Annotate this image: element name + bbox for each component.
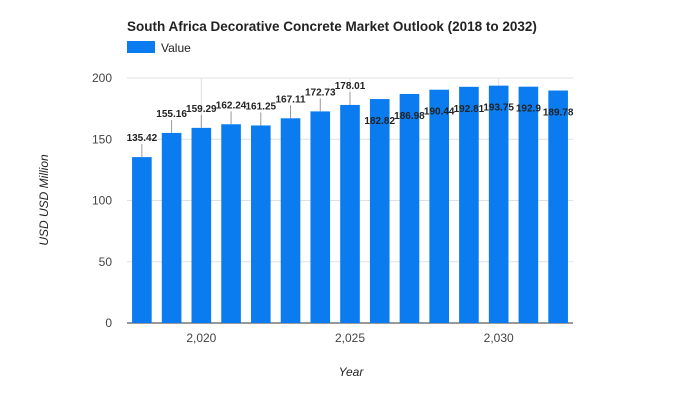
data-label: 178.01	[335, 81, 366, 92]
bar	[369, 99, 390, 323]
data-label: 172.73	[305, 87, 336, 98]
legend-label-value: Value	[161, 41, 191, 55]
y-tick-label: 150	[92, 132, 112, 146]
data-label: 159.29	[186, 104, 217, 115]
y-axis-title: USD USD Million	[37, 154, 51, 246]
chart-title: South Africa Decorative Concrete Market …	[127, 19, 537, 34]
data-labels: 135.42 155.16 159.29 162.24 161.25167.11172.…	[127, 81, 574, 144]
y-axis-ticks: 0 50 100 150 200	[92, 71, 112, 330]
bar	[518, 86, 539, 323]
bar	[221, 124, 241, 323]
data-label: 182.82	[364, 116, 395, 127]
y-tick-label: 50	[99, 255, 113, 269]
data-label: 190.44	[424, 107, 455, 118]
data-label: 162.24	[216, 100, 247, 111]
y-tick-label: 200	[92, 71, 112, 85]
bar	[132, 157, 152, 323]
bars	[132, 85, 568, 324]
x-tick-label: 2,020	[186, 331, 216, 345]
x-axis-ticks: 2,020 2,025 2,030	[186, 331, 514, 345]
data-label: 167.11	[276, 94, 306, 105]
data-label: 192.81	[454, 104, 485, 115]
bar	[340, 104, 360, 324]
legend: Value	[127, 41, 191, 55]
bar	[459, 86, 479, 324]
bar	[310, 111, 331, 323]
bar	[399, 93, 420, 324]
bar	[250, 125, 271, 323]
x-tick-label: 2,030	[484, 331, 514, 345]
x-axis-title: Year	[339, 365, 365, 379]
data-label: 186.98	[394, 111, 425, 122]
bar	[191, 127, 212, 323]
data-label: 193.75	[483, 103, 514, 114]
y-tick-label: 100	[92, 194, 112, 208]
bar	[280, 118, 301, 323]
data-label: 189.78	[543, 108, 574, 119]
y-tick-label: 0	[105, 316, 112, 330]
x-tick-label: 2,025	[335, 331, 365, 345]
bar	[488, 85, 509, 323]
legend-swatch-value	[127, 41, 155, 53]
label-leaders	[141, 91, 351, 158]
bar	[429, 89, 450, 323]
data-label: 135.42	[127, 133, 158, 144]
data-label: 161.25	[246, 101, 277, 112]
data-label: 155.16	[156, 109, 187, 120]
bar	[161, 132, 182, 323]
data-label: 192.9	[516, 104, 541, 115]
bar	[548, 90, 568, 323]
